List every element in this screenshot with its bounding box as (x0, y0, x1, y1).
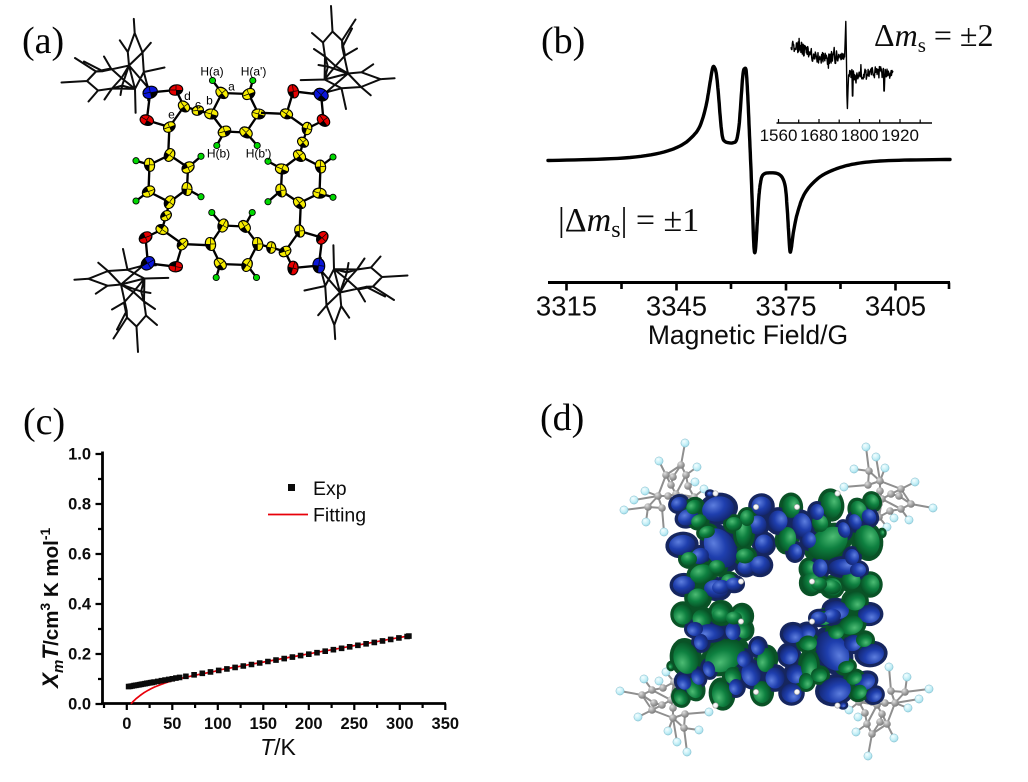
svg-text:1560: 1560 (760, 126, 798, 145)
svg-text:H(a): H(a) (200, 65, 223, 79)
svg-text:c: c (195, 98, 201, 112)
svg-text:d: d (184, 89, 191, 103)
svg-text:1680: 1680 (800, 126, 838, 145)
svg-text:b: b (206, 94, 213, 108)
svg-text:(c): (c) (23, 401, 65, 443)
svg-text:3345: 3345 (646, 291, 707, 322)
svg-text:250: 250 (341, 715, 369, 733)
svg-text:150: 150 (250, 715, 278, 733)
svg-text:|Δms| = ±1: |Δms| = ±1 (558, 202, 699, 243)
svg-text:0.0: 0.0 (68, 696, 91, 714)
svg-text:1920: 1920 (881, 126, 919, 145)
svg-text:100: 100 (204, 715, 232, 733)
svg-text:e: e (168, 108, 175, 122)
svg-text:0.2: 0.2 (68, 646, 91, 664)
svg-text:0.6: 0.6 (68, 546, 91, 564)
svg-text:Δms = ±2: Δms = ±2 (874, 17, 993, 57)
svg-text:H(b'): H(b') (246, 147, 272, 161)
svg-text:a: a (228, 80, 235, 94)
svg-text:T/K: T/K (260, 734, 296, 760)
svg-text:H(b): H(b) (207, 147, 230, 161)
svg-text:1800: 1800 (841, 126, 879, 145)
svg-text:0.4: 0.4 (68, 596, 92, 614)
svg-text:0: 0 (122, 715, 131, 733)
svg-text:Fitting: Fitting (313, 505, 366, 527)
svg-text:350: 350 (432, 715, 460, 733)
svg-text:3375: 3375 (755, 291, 816, 322)
svg-text:300: 300 (386, 715, 414, 733)
svg-text:50: 50 (163, 715, 181, 733)
svg-text:Magnetic Field/G: Magnetic Field/G (648, 320, 848, 350)
svg-text:1.0: 1.0 (68, 446, 91, 464)
svg-text:Exp: Exp (313, 478, 347, 500)
svg-text:(a): (a) (22, 20, 64, 62)
svg-text:3315: 3315 (536, 291, 597, 322)
svg-text:3405: 3405 (865, 291, 926, 322)
svg-text:H(a'): H(a') (241, 65, 267, 79)
svg-text:0.8: 0.8 (68, 496, 91, 514)
svg-text:(d): (d) (540, 397, 584, 439)
svg-text:200: 200 (295, 715, 323, 733)
svg-text:(b): (b) (541, 20, 585, 62)
